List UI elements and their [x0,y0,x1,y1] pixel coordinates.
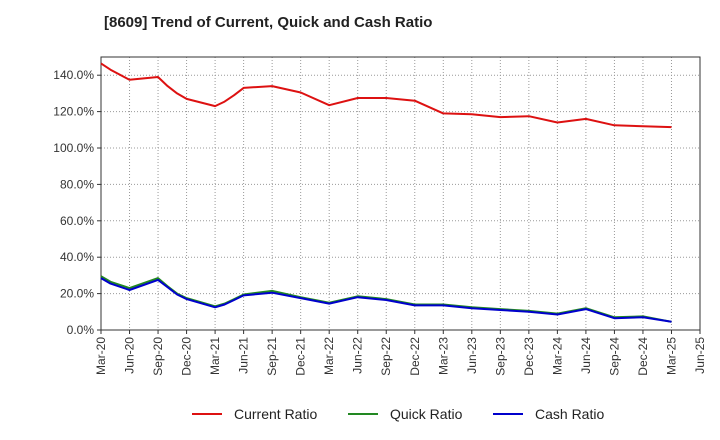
x-tick-label: Dec-22 [408,337,422,376]
chart-title: [8609] Trend of Current, Quick and Cash … [104,14,433,31]
x-tick-label: Mar-24 [550,337,564,375]
legend: Current Ratio Quick Ratio Cash Ratio [192,406,604,422]
x-tick-label: Mar-23 [436,337,450,375]
y-tick-label: 40.0% [60,250,94,264]
x-tick-label: Mar-22 [322,337,336,375]
y-tick-label: 80.0% [60,177,94,191]
x-tick-label: Jun-20 [123,337,137,374]
y-tick-label: 140.0% [53,68,94,82]
y-tick-label: 0.0% [67,323,95,337]
x-tick-label: Dec-23 [522,337,536,376]
legend-label-quick-ratio: Quick Ratio [390,406,463,422]
y-tick-label: 120.0% [53,105,94,119]
series-lines [100,62,672,323]
x-tick-label: Mar-21 [208,337,222,375]
x-tick-label: Jun-25 [693,337,707,374]
x-tick-label: Dec-24 [636,337,650,376]
series-line-current-ratio [100,62,672,129]
x-tick-label: Sep-20 [151,337,165,376]
legend-label-cash-ratio: Cash Ratio [535,406,604,422]
axes: 0.0% 20.0% 40.0% 60.0% 80.0% 100.0% 120.0% 140.… [53,56,707,376]
grid-lines [100,57,701,331]
y-tick-label: 20.0% [60,287,94,301]
y-tick-label: 100.0% [53,141,94,155]
x-tick-label: Jun-22 [351,337,365,374]
series-line-cash-ratio [100,277,672,323]
x-tick-label: Sep-23 [493,337,507,376]
x-tick-label: Jun-23 [465,337,479,374]
plot-area-frame [100,56,701,331]
y-tick-label: 60.0% [60,214,94,228]
x-tick-label: Dec-20 [180,337,194,376]
x-tick-label: Mar-25 [664,337,678,375]
x-tick-label: Dec-21 [294,337,308,376]
x-tick-label: Mar-20 [94,337,108,375]
x-tick-label: Sep-21 [265,337,279,376]
x-tick-label: Sep-22 [379,337,393,376]
x-tick-label: Jun-24 [579,337,593,374]
legend-label-current-ratio: Current Ratio [234,406,317,422]
x-tick-label: Sep-24 [607,337,621,376]
x-tick-label: Jun-21 [237,337,251,374]
